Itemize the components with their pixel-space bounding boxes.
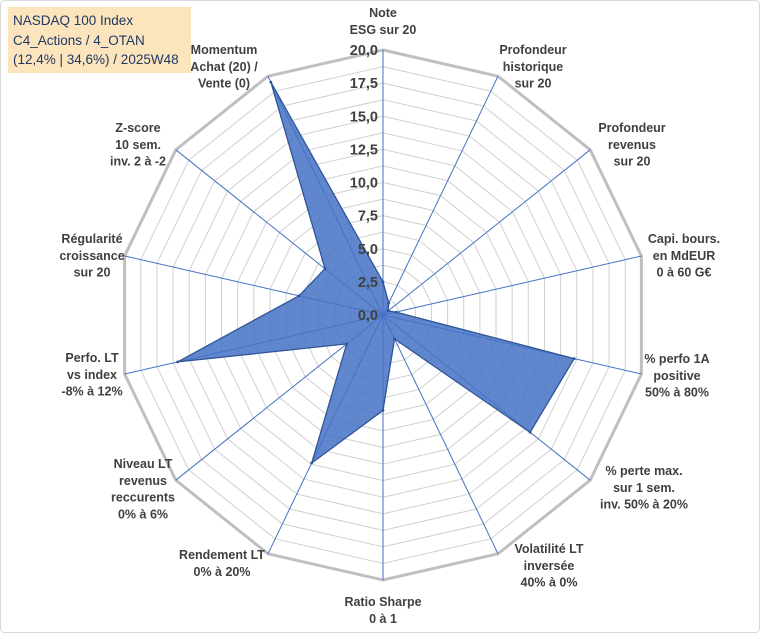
axis-label-line: 10 sem. bbox=[115, 138, 161, 152]
axis-label-line: Note bbox=[369, 6, 397, 20]
axis-label-line: 50% à 80% bbox=[645, 386, 709, 400]
axis-label-line: Z-score bbox=[115, 121, 160, 135]
axis-label-line: en MdEUR bbox=[653, 249, 716, 263]
axis-label-line: sur 20 bbox=[74, 266, 111, 280]
axis-label: Momentum Achat (20) / Vente (0) bbox=[190, 43, 258, 91]
axis-label-line: revenus bbox=[608, 138, 656, 152]
tick-label: 17,5 bbox=[350, 76, 378, 92]
axis-label: Régularité croissance sur 20 bbox=[59, 232, 124, 280]
data-point bbox=[386, 309, 390, 313]
info-period: (12,4% | 34,6%) / 2025W48 bbox=[13, 52, 179, 67]
data-point bbox=[310, 461, 314, 465]
axis-labels: Note ESG sur 20 Profondeur historique sur 20… bbox=[59, 6, 720, 626]
axis-label: Profondeur historique sur 20 bbox=[499, 43, 566, 91]
axis-label-line: 0 à 60 G€ bbox=[657, 266, 712, 280]
axis-line bbox=[382, 75, 499, 316]
data-point bbox=[176, 360, 180, 364]
data-point bbox=[387, 301, 391, 305]
axis-label-line: Perfo. LT bbox=[65, 351, 119, 365]
axis-label-line: Volatilité LT bbox=[515, 542, 584, 556]
axis-label-line: vs index bbox=[67, 368, 117, 382]
tick-label: 15,0 bbox=[350, 109, 378, 125]
tick-label: 7,5 bbox=[358, 209, 378, 225]
data-point bbox=[394, 310, 398, 314]
axis-label-line: 0% à 20% bbox=[194, 565, 251, 579]
axis-label: Note ESG sur 20 bbox=[350, 6, 417, 37]
axis-label-line: % perfo 1A bbox=[644, 352, 709, 366]
axis-label-line: historique bbox=[503, 60, 563, 74]
info-index-name: NASDAQ 100 Index bbox=[13, 13, 133, 28]
data-point bbox=[393, 337, 396, 341]
series bbox=[176, 80, 576, 465]
axis-label-line: Profondeur bbox=[499, 43, 566, 57]
axis-label: Ratio Sharpe 0 à 1 bbox=[344, 595, 421, 626]
data-point bbox=[381, 409, 385, 412]
axis-label-line: Capi. bours. bbox=[648, 232, 720, 246]
axis-label: Volatilité LT inversée 40% à 0% bbox=[515, 542, 584, 590]
axis-label-line: 40% à 0% bbox=[521, 576, 578, 590]
axis-label-line: Niveau LT bbox=[114, 457, 173, 471]
axis-label-line: inv. 2 à -2 bbox=[110, 155, 166, 169]
tick-labels: 0,0 2,5 5,0 7,5 10,0 12,5 15,0 17,5 20,0 bbox=[350, 43, 378, 324]
axis-line bbox=[382, 255, 642, 316]
axis-line bbox=[382, 149, 591, 316]
axis-label-line: ESG sur 20 bbox=[350, 23, 417, 37]
axis-label-line: Régularité bbox=[61, 232, 122, 246]
tick-label: 5,0 bbox=[358, 242, 378, 258]
data-point bbox=[269, 80, 273, 84]
data-point bbox=[345, 342, 349, 346]
info-portfolio: C4_Actions / 4_OTAN bbox=[13, 33, 145, 48]
axis-label-line: 0% à 6% bbox=[118, 507, 168, 521]
tick-label: 0,0 bbox=[358, 308, 378, 324]
data-point bbox=[572, 357, 576, 360]
axis-label: % perfo 1A positive 50% à 80% bbox=[644, 352, 709, 400]
axis-label-line: Momentum bbox=[191, 43, 258, 57]
tick-label: 2,5 bbox=[358, 275, 378, 291]
axis-label-line: Vente (0) bbox=[198, 77, 250, 91]
axis-label-line: % perte max. bbox=[605, 464, 682, 478]
axis-label-line: Profondeur bbox=[598, 121, 665, 135]
data-point bbox=[297, 294, 301, 298]
axis-label-line: -8% à 12% bbox=[61, 385, 122, 399]
axis-label: Profondeur revenus sur 20 bbox=[598, 121, 665, 169]
axis-label: Z-score 10 sem. inv. 2 à -2 bbox=[110, 121, 166, 169]
axis-label-line: sur 20 bbox=[614, 155, 651, 169]
axis-label: % perte max. sur 1 sem. inv. 50% à 20% bbox=[600, 464, 688, 512]
axis-label-line: inversée bbox=[524, 559, 575, 573]
axis-label-line: inv. 50% à 20% bbox=[600, 498, 688, 512]
axis-label-line: positive bbox=[653, 369, 700, 383]
axis-label: Niveau LT revenus reccurents 0% à 6% bbox=[111, 457, 175, 521]
tick-label: 10,0 bbox=[350, 176, 378, 192]
axis-label-line: Rendement LT bbox=[179, 548, 265, 562]
data-point bbox=[323, 267, 327, 271]
info-box: NASDAQ 100 Index C4_Actions / 4_OTAN (12… bbox=[8, 7, 191, 73]
axis-label-line: 0 à 1 bbox=[369, 612, 397, 626]
axis-label: Perfo. LT vs index -8% à 12% bbox=[61, 351, 122, 399]
axis-label-line: croissance bbox=[59, 249, 124, 263]
axis-label-line: reccurents bbox=[111, 491, 175, 505]
axis-line bbox=[382, 314, 499, 555]
tick-label: 12,5 bbox=[350, 142, 378, 158]
info-box-background bbox=[8, 7, 191, 73]
axis-label: Capi. bours. en MdEUR 0 à 60 G€ bbox=[648, 232, 720, 280]
data-point bbox=[381, 280, 385, 284]
tick-label: 20,0 bbox=[350, 43, 378, 59]
axis-label-line: sur 20 bbox=[515, 77, 552, 91]
axis-label-line: sur 1 sem. bbox=[613, 481, 675, 495]
axis-label: Rendement LT 0% à 20% bbox=[179, 548, 265, 579]
data-point bbox=[528, 430, 532, 434]
axis-label-line: revenus bbox=[119, 474, 167, 488]
axis-label-line: Achat (20) / bbox=[190, 60, 258, 74]
axis-label-line: Ratio Sharpe bbox=[344, 595, 421, 609]
